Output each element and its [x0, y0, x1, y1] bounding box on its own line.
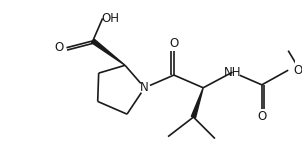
Text: OH: OH [101, 12, 119, 25]
Polygon shape [191, 88, 203, 118]
Text: NH: NH [224, 66, 241, 79]
Polygon shape [92, 39, 125, 65]
Text: O: O [169, 37, 178, 50]
Text: O: O [293, 64, 302, 77]
Text: O: O [257, 110, 266, 123]
Text: O: O [54, 41, 63, 54]
Text: N: N [140, 81, 149, 94]
